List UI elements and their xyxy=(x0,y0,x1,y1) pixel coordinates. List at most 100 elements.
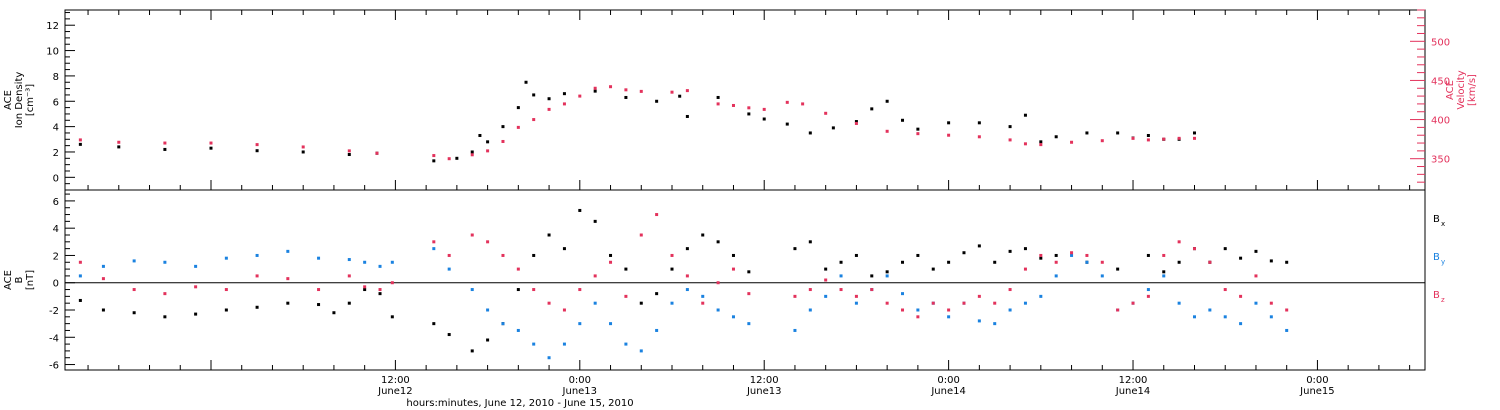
velocity-axis-label-line: Velocity xyxy=(1456,70,1467,109)
plasma-velocity-point xyxy=(609,85,613,89)
plasma-ion-density-point xyxy=(478,133,482,137)
plasma-ion-density-point xyxy=(1054,135,1058,139)
field-by-point xyxy=(286,249,290,253)
plasma-velocity-point xyxy=(670,90,674,94)
field-tick-label: 4 xyxy=(53,224,59,235)
field-by-point xyxy=(793,328,797,332)
field-bx-point xyxy=(701,233,705,237)
field-by-point xyxy=(947,315,951,319)
density-axis-label: ACE Ion Density [cm⁻³] xyxy=(3,72,36,129)
field-bz-point xyxy=(1085,253,1089,257)
field-by-point xyxy=(885,274,889,278)
field-bz-point xyxy=(1023,267,1027,271)
x-tick-date-label: June13 xyxy=(562,386,598,397)
field-bx-point xyxy=(716,240,720,244)
x-tick-time-label: 12:00 xyxy=(381,375,410,386)
field-bz-point xyxy=(363,285,367,289)
field-bz-point xyxy=(1146,294,1150,298)
field-by-point xyxy=(977,319,981,323)
field-bz-point xyxy=(78,260,82,264)
field-bx-point xyxy=(532,253,536,257)
field-by-point xyxy=(1192,315,1196,319)
field-tick-label: -4 xyxy=(49,333,59,344)
field-bx-point xyxy=(1239,256,1243,260)
plasma-velocity-point xyxy=(747,106,751,110)
velocity-tick-label: 350 xyxy=(1431,155,1450,166)
x-tick-date-label: June12 xyxy=(377,386,413,397)
x-tick-time-label: 0:00 xyxy=(937,375,959,386)
field-bz-point xyxy=(501,253,505,257)
field-by-point xyxy=(747,322,751,326)
field-by-point xyxy=(78,274,82,278)
plasma-velocity-point xyxy=(885,129,889,133)
field-bz-point xyxy=(701,301,705,305)
plasma-ion-density-point xyxy=(947,121,951,125)
field-bz-point xyxy=(516,267,520,271)
field-bx-point xyxy=(1285,260,1289,264)
field-by-point xyxy=(547,356,551,360)
field-tick-label: -6 xyxy=(49,361,59,372)
legend-bz: B xyxy=(1433,290,1440,301)
density-tick-label: 12 xyxy=(46,21,59,32)
velocity-axis-label: ACE Velocity [km/s] xyxy=(1445,70,1478,109)
field-bz-point xyxy=(255,274,259,278)
plasma-velocity-point xyxy=(1131,136,1135,140)
field-by-point xyxy=(1285,328,1289,332)
field-by-point xyxy=(1039,294,1043,298)
field-axis-label: ACE B [nT] xyxy=(3,270,36,290)
field-by-point xyxy=(1023,301,1027,305)
field-by-point xyxy=(470,288,474,292)
field-by-point xyxy=(639,349,643,353)
field-bz-point xyxy=(470,233,474,237)
field-bz-point xyxy=(432,240,436,244)
field-by-point xyxy=(593,301,597,305)
field-bx-point xyxy=(947,260,951,264)
field-bx-point xyxy=(1162,270,1166,274)
x-axis-label: hours:minutes, June 12, 2010 - June 15, … xyxy=(406,398,633,409)
legend-subscript: y xyxy=(1441,258,1445,266)
field-bz-point xyxy=(747,292,751,296)
x-tick-time-label: 12:00 xyxy=(1119,375,1148,386)
velocity-tick-label: 450 xyxy=(1431,76,1450,87)
density-tick-label: 8 xyxy=(53,72,59,83)
field-by-point xyxy=(1070,253,1074,257)
field-bx-point xyxy=(1023,247,1027,251)
field-panel-frame xyxy=(64,189,1426,371)
plasma-ion-density-point xyxy=(486,140,490,144)
plasma-ion-density-point xyxy=(624,95,628,99)
field-bz-point xyxy=(731,267,735,271)
plasma-ion-density-point xyxy=(516,106,520,110)
plasma-ion-density-point xyxy=(785,122,789,126)
plasma-velocity-point xyxy=(532,118,536,122)
plasma-ion-density-point xyxy=(1085,131,1089,135)
field-bz-point xyxy=(390,281,394,285)
field-bx-point xyxy=(1254,249,1258,253)
field-bz-point xyxy=(1131,301,1135,305)
field-by-point xyxy=(363,260,367,264)
plasma-ion-density-point xyxy=(501,125,505,129)
density-axis-label-line: ACE xyxy=(3,90,14,110)
field-by-point xyxy=(1269,315,1273,319)
field-by-point xyxy=(390,260,394,264)
plasma-ion-density-point xyxy=(562,92,566,96)
density-tick-label: 10 xyxy=(46,47,59,58)
plasma-ion-density-point xyxy=(1146,133,1150,137)
plasma-ion-density-point xyxy=(655,99,659,103)
plasma-velocity-point xyxy=(1162,137,1166,141)
field-bx-point xyxy=(1039,256,1043,260)
field-bx-point xyxy=(931,267,935,271)
field-bz-point xyxy=(793,294,797,298)
field-bz-point xyxy=(624,294,628,298)
field-by-point xyxy=(716,308,720,312)
plasma-velocity-point xyxy=(562,102,566,106)
plasma-velocity-point xyxy=(1100,139,1104,143)
field-bx-point xyxy=(224,308,228,312)
plasma-ion-density-point xyxy=(255,149,259,153)
density-tick-label: 0 xyxy=(53,173,59,184)
field-by-point xyxy=(1223,315,1227,319)
field-by-point xyxy=(916,308,920,312)
field-bz-point xyxy=(1192,247,1196,251)
field-bz-point xyxy=(1116,308,1120,312)
field-by-point xyxy=(1239,322,1243,326)
field-bx-point xyxy=(1269,259,1273,263)
